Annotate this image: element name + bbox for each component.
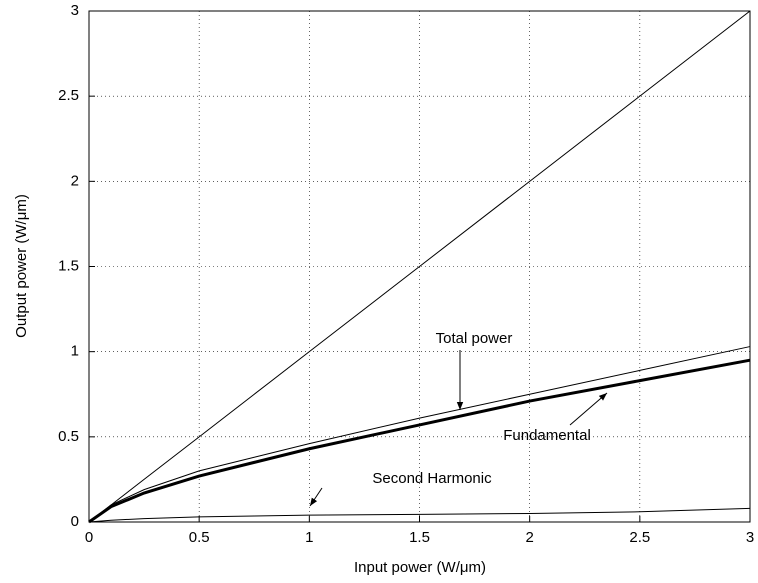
y-tick-label: 0 — [71, 513, 79, 530]
y-tick-label: 1.5 — [58, 257, 79, 274]
annotation: Fundamental — [503, 427, 591, 444]
line-series — [88, 10, 751, 523]
annotation-arrow — [569, 392, 608, 426]
annotation: Total power — [436, 330, 513, 347]
x-tick-label: 3 — [746, 529, 754, 546]
x-tick-label: 1 — [305, 529, 313, 546]
x-tick-label: 2.5 — [629, 529, 650, 546]
annotation-arrow — [309, 487, 323, 507]
x-tick-label: 0 — [85, 529, 93, 546]
y-axis-label: Output power (W/μm) — [13, 194, 30, 338]
y-tick-label: 2.5 — [58, 87, 79, 104]
plot-frame — [88, 10, 751, 523]
y-tick-label: 3 — [71, 2, 79, 19]
x-tick-label: 0.5 — [189, 529, 210, 546]
y-tick-label: 0.5 — [58, 428, 79, 445]
line-series — [88, 346, 751, 523]
x-tick-label: 1.5 — [409, 529, 430, 546]
y-tick-label: 2 — [71, 172, 79, 189]
annotation: Second Harmonic — [372, 470, 492, 487]
line-series — [88, 507, 751, 523]
line-series — [88, 358, 751, 524]
x-axis-label: Input power (W/μm) — [354, 559, 486, 576]
y-tick-label: 1 — [71, 343, 79, 360]
x-tick-label: 2 — [525, 529, 533, 546]
